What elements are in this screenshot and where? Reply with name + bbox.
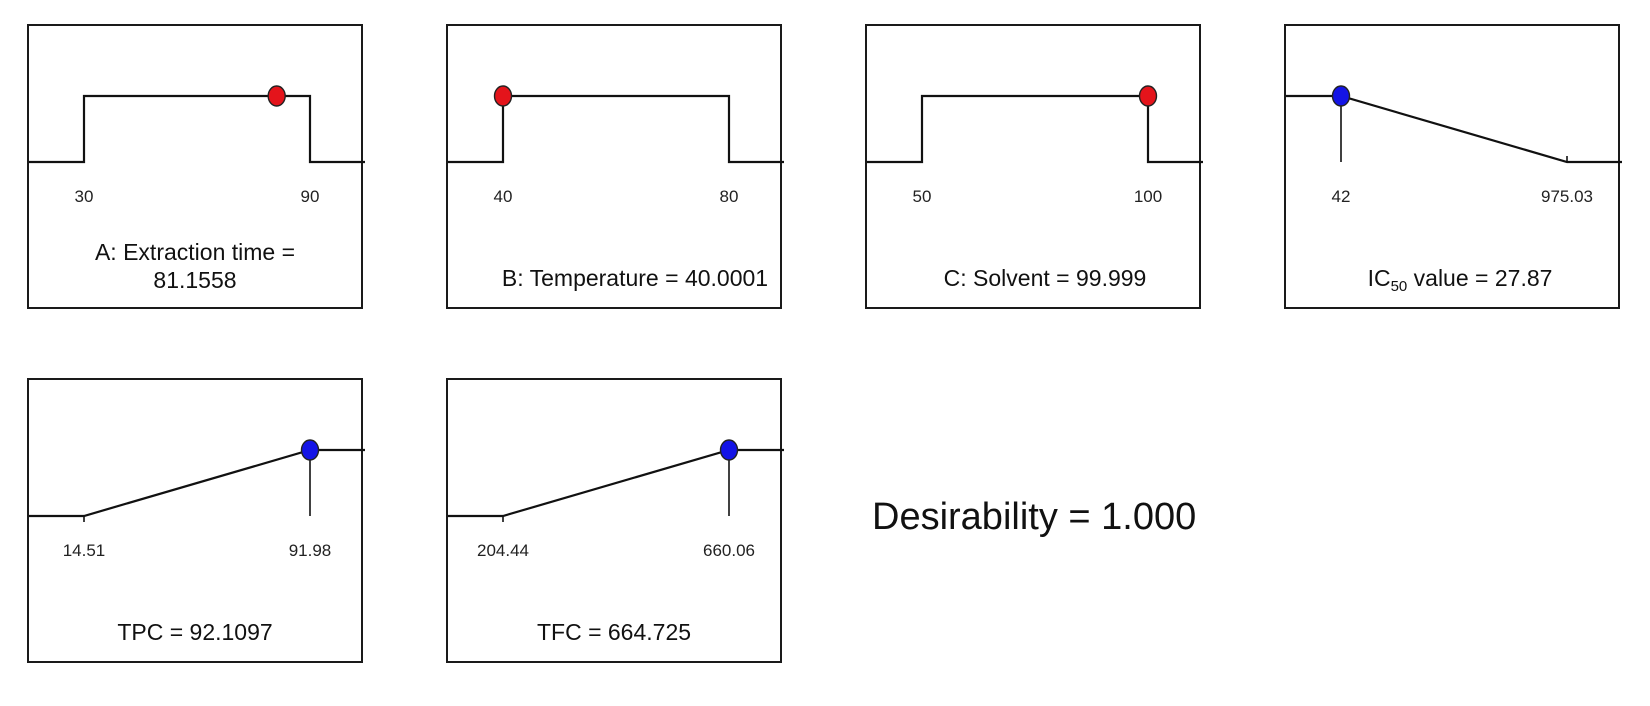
- low-limit-label: 40: [494, 187, 513, 206]
- panel-temperature: 40 80 B: Temperature = 40.0001: [446, 24, 784, 309]
- desirability-label: Desirability = 1.000: [872, 496, 1197, 538]
- current-setting-marker: [1331, 85, 1351, 107]
- factor-label: B: Temperature =: [501, 265, 679, 291]
- ramp-plot-extraction-time: 30 90: [29, 85, 365, 206]
- ramp-plot-tpc: 14.51 91.98: [29, 439, 365, 560]
- panel-title-temperature: B: Temperature = 40.0001: [476, 264, 794, 292]
- desirability-ramp-line: [448, 448, 784, 518]
- desirability-ramp-line: [29, 94, 365, 164]
- panel-tfc: 204.44 660.06 TFC = 664.725: [446, 378, 784, 663]
- current-setting-marker: [493, 85, 513, 107]
- desirability-ramp-line: [1286, 94, 1622, 164]
- panel-title-tpc: TPC = 92.1097: [29, 618, 361, 646]
- high-limit-label: 100: [1134, 187, 1162, 206]
- panel-extraction-time: 30 90 A: Extraction time = 81.1558: [27, 24, 365, 309]
- panel-title-tfc: TFC = 664.725: [448, 618, 780, 646]
- desirability-ramp-line: [867, 94, 1203, 164]
- low-limit-label: 14.51: [63, 541, 106, 560]
- response-value: 664.725: [607, 619, 692, 645]
- response-label-suffix: value =: [1407, 265, 1489, 291]
- factor-value: 81.1558: [153, 267, 237, 293]
- factor-value: 99.999: [1075, 265, 1147, 291]
- high-limit-label: 90: [301, 187, 320, 206]
- response-value: 27.87: [1494, 265, 1553, 291]
- response-label: TPC =: [117, 619, 184, 645]
- panel-title-solvent: C: Solvent = 99.999: [887, 264, 1203, 292]
- panel-tpc: 14.51 91.98 TPC = 92.1097: [27, 378, 365, 663]
- high-limit-label: 91.98: [289, 541, 332, 560]
- factor-label: C: Solvent =: [943, 265, 1070, 291]
- panel-ic50: 42 975.03 IC50 value = 27.87: [1284, 24, 1622, 309]
- low-limit-label: 42: [1332, 187, 1351, 206]
- ramp-plot-ic50: 42 975.03: [1286, 85, 1622, 206]
- high-limit-label: 80: [720, 187, 739, 206]
- low-limit-label: 204.44: [477, 541, 529, 560]
- panel-title-extraction-time: A: Extraction time = 81.1558: [29, 238, 361, 294]
- high-limit-label: 975.03: [1541, 187, 1593, 206]
- current-setting-marker: [300, 439, 320, 461]
- ramp-plot-tfc: 204.44 660.06: [448, 439, 784, 560]
- response-label: TFC =: [536, 619, 602, 645]
- current-setting-marker: [267, 85, 286, 107]
- factor-label: A: Extraction time =: [94, 239, 296, 265]
- panel-title-ic50: IC50 value = 27.87: [1294, 264, 1626, 296]
- current-setting-marker: [719, 439, 739, 461]
- low-limit-label: 30: [75, 187, 94, 206]
- low-limit-label: 50: [913, 187, 932, 206]
- ramp-plot-temperature: 40 80: [448, 85, 784, 206]
- ramp-plot-solvent: 50 100: [867, 85, 1203, 206]
- factor-value: 40.0001: [684, 265, 769, 291]
- current-setting-marker: [1138, 85, 1158, 107]
- desirability-ramp-line: [29, 448, 365, 518]
- response-label-subscript: 50: [1390, 278, 1408, 295]
- response-label: IC: [1367, 265, 1391, 291]
- high-limit-label: 660.06: [703, 541, 755, 560]
- desirability-ramp-line: [448, 94, 784, 164]
- response-value: 92.1097: [189, 619, 273, 645]
- panel-solvent: 50 100 C: Solvent = 99.999: [865, 24, 1203, 309]
